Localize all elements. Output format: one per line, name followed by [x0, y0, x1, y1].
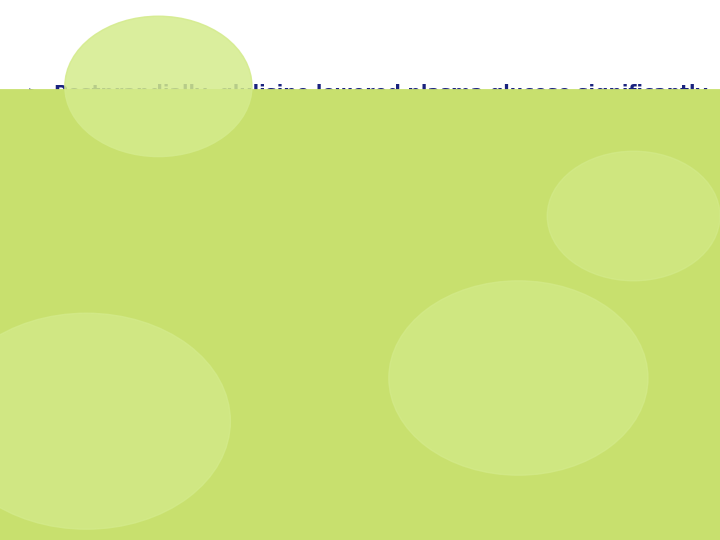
- Text: from Month 4 to treatment end was: from Month 4 to treatment end was: [330, 392, 715, 410]
- Text: No between-group differences occurred in the frequencies: No between-group differences occurred in…: [54, 285, 682, 304]
- Text: Postprandially, glulisine lowered plasma glucose significantly: Postprandially, glulisine lowered plasma…: [54, 84, 708, 103]
- Text: and monthly rates of all: and monthly rates of all: [54, 334, 314, 353]
- Text: ;: ;: [616, 334, 624, 353]
- Text: ❖: ❖: [14, 392, 34, 411]
- Text: symptomatic hypoglycaemia: symptomatic hypoglycaemia: [314, 334, 616, 353]
- Text: less frequent with glulisine versus RHI (9.1% versus: less frequent with glulisine versus RHI …: [54, 438, 607, 457]
- Text: ►: ►: [22, 285, 36, 304]
- Text: Nocturnal hypoglycaemia: Nocturnal hypoglycaemia: [60, 392, 330, 410]
- Text: ►: ►: [29, 84, 43, 103]
- Text: 0.0025) and excursions at 1 h (3.99 versus 4.59; p = 0.0151): 0.0025) and excursions at 1 h (3.99 vers…: [86, 185, 720, 204]
- Text: and 2 h (4.87 versus 6.03; p = 0.0002).: and 2 h (4.87 versus 6.03; p = 0.0002).: [86, 231, 500, 250]
- Text: more versus RHI at 2 h (14.14 mmol/L versus 15.28 mmol/L; p =: more versus RHI at 2 h (14.14 mmol/L ver…: [54, 138, 720, 157]
- Text: 14.5%; p = 0.029).: 14.5%; p = 0.029).: [14, 489, 210, 508]
